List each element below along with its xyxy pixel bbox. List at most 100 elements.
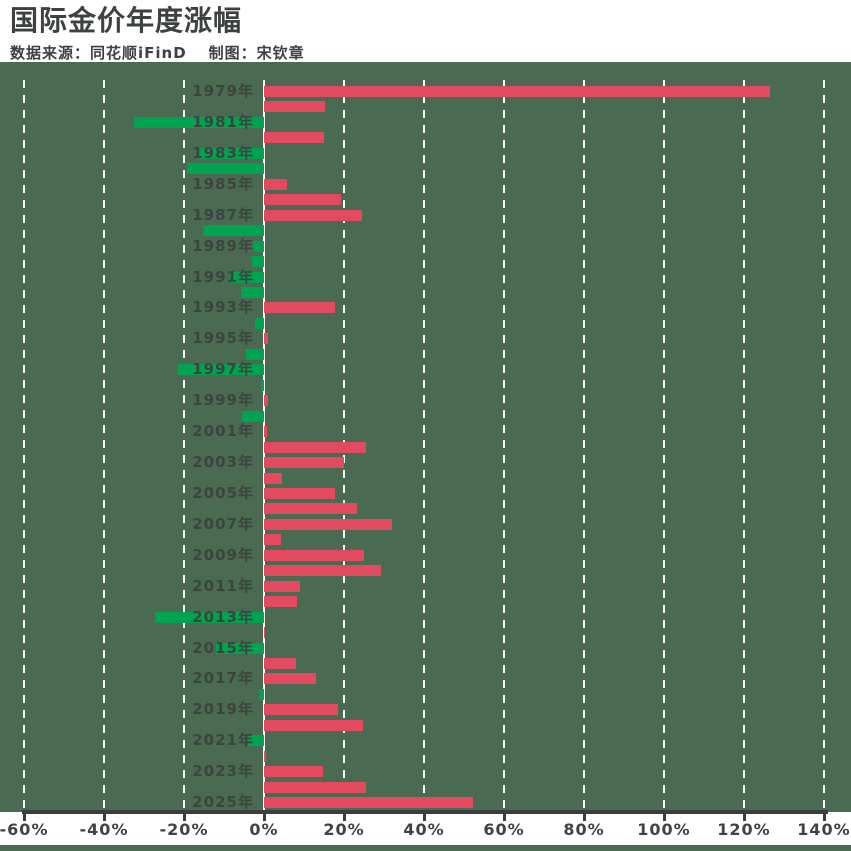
year-label-1983: 1983年 [192,143,254,162]
x-tick-label-140%: 140% [797,820,851,839]
gridline [23,80,25,810]
axis-tick [662,813,666,821]
axis-tick [102,813,106,821]
x-tick-label-80%: 80% [563,820,605,839]
axis-tick [742,813,746,821]
chart-plot-panel: 1979年 1981年 1983年 1985年 1987年 1989年 1991年 1993年… [0,62,851,812]
x-axis-line [22,810,828,814]
gridline [423,80,425,810]
year-label-2003: 2003年 [192,453,254,472]
bar-2000 [242,410,264,422]
bar-1999 [264,395,268,407]
bar-1998 [260,379,264,391]
x-tick-label-0%: 0% [249,820,279,839]
year-label-2023: 2023年 [192,762,254,781]
bar-2006 [264,503,357,515]
year-label-1995: 1995年 [192,329,254,348]
year-label-2017: 2017年 [192,669,254,688]
x-tick-label-100%: 100% [637,820,691,839]
gridline [103,80,105,810]
bar-2007 [264,518,392,530]
year-label-2007: 2007年 [192,514,254,533]
bar-2010 [264,565,381,577]
x-tick-label--20%: -20% [159,820,209,839]
x-tick-label-40%: 40% [403,820,445,839]
bar-1993 [264,302,335,314]
axis-tick [262,813,266,821]
bar-1997 [178,364,264,376]
year-label-1985: 1985年 [192,174,254,193]
bar-1981 [133,116,264,128]
x-tick-label--60%: -60% [0,820,49,839]
x-tick-label-120%: 120% [717,820,771,839]
gridline [583,80,585,810]
bar-2025 [264,797,474,809]
bar-1991 [230,271,264,283]
chart-title: 国际金价年度涨幅 [10,4,243,37]
year-label-1979: 1979年 [192,82,254,100]
bar-1988 [202,225,264,237]
bottom-strip [0,845,851,851]
gridline [183,80,185,810]
x-tick-label--40%: -40% [79,820,129,839]
bar-2018 [259,688,264,700]
year-label-2009: 2009年 [192,545,254,564]
year-label-1981: 1981年 [192,112,254,131]
axis-tick [182,813,186,821]
x-tick-label-20%: 20% [323,820,365,839]
bar-2008 [264,534,282,546]
bar-2004 [264,472,283,484]
axis-tick [422,813,426,821]
bar-1996 [245,348,264,360]
bar-2014 [264,627,265,639]
axis-tick [502,813,506,821]
bar-2003 [264,457,344,469]
bar-1985 [264,178,288,190]
year-label-1999: 1999年 [192,391,254,410]
bar-1987 [264,209,362,221]
year-label-2001: 2001年 [192,422,254,441]
chart-subtitle: 数据来源：同花顺iFinD 制图：宋钦章 [10,42,840,63]
bar-2013 [154,611,264,623]
bar-2019 [264,704,338,716]
bar-2020 [264,719,363,731]
bar-2022 [264,750,266,762]
bar-2021 [248,735,264,747]
bar-2015 [215,642,264,654]
bar-2023 [264,766,323,778]
bar-1980 [264,101,325,113]
bar-2001 [264,426,267,438]
year-label-2015: 2015年 [192,638,254,657]
year-label-1989: 1989年 [192,236,254,255]
bar-2002 [264,441,367,453]
year-label-1991: 1991年 [192,267,254,286]
gridline [823,80,825,810]
bar-2011 [264,580,300,592]
axis-tick [342,813,346,821]
axis-tick [22,813,26,821]
data-source-label: 数据来源：同花顺iFinD [10,44,187,62]
bar-2016 [264,658,297,670]
bar-2024 [264,781,366,793]
bar-2005 [264,487,336,499]
bar-1979 [264,86,770,97]
axis-tick [582,813,586,821]
bar-1983 [198,147,264,159]
bar-2017 [264,673,316,685]
year-label-2019: 2019年 [192,700,254,719]
bar-1995 [264,333,268,345]
year-label-1997: 1997年 [192,360,254,379]
gridline [743,80,745,810]
bar-1984 [187,163,264,175]
bar-2012 [264,596,298,608]
year-label-2021: 2021年 [192,731,254,750]
bar-1982 [264,132,324,144]
gridline [503,80,505,810]
year-label-2013: 2013年 [192,607,254,626]
year-label-2011: 2011年 [192,576,254,595]
year-label-1993: 1993年 [192,298,254,317]
year-label-2025: 2025年 [192,793,254,812]
axis-tick [822,813,826,821]
bar-1994 [255,317,264,329]
year-label-1987: 1987年 [192,205,254,224]
